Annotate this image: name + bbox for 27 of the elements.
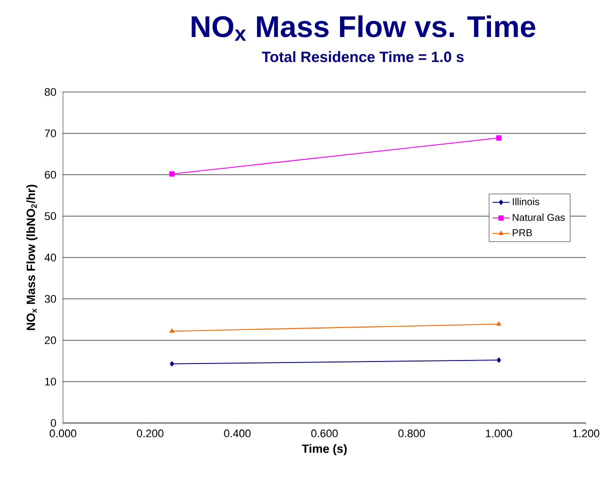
chart-title: NO$_{x}$ Mass Flow vs. Time	[192, 15, 536, 41]
y-tick-label: 40	[44, 254, 56, 262]
legend-label: Natural Gas	[512, 214, 565, 221]
x-tick-label: 0.200	[136, 430, 164, 438]
point	[169, 171, 175, 177]
x-tick-label: 0.800	[398, 430, 425, 438]
x-tick-label: 0.000	[50, 430, 76, 438]
point	[496, 357, 501, 363]
legend-label: PRB	[512, 229, 532, 236]
y-tick-label: 60	[44, 170, 56, 179]
y-tick-label: 20	[44, 336, 56, 344]
y-axis-title: NO$_{x}$ Mass Flow (lbNO$_{2}$/hr)	[26, 184, 38, 330]
y-tick-label: 50	[44, 212, 56, 220]
x-tick-label: 0.400	[224, 430, 251, 438]
x-axis-title: Time (s)	[302, 444, 347, 456]
y-tick-label: 70	[44, 130, 56, 138]
y-tick-label: 80	[44, 88, 56, 96]
x-tick-label: 0.600	[311, 430, 338, 438]
x-tick-label: 1.200	[573, 430, 600, 438]
chart-subtitle: Total Residence Time = 1.0 s	[262, 51, 464, 62]
y-tick-label: 30	[44, 295, 56, 303]
point	[170, 361, 174, 366]
y-tick-label: 0	[50, 419, 56, 427]
legend-label: Illinois	[512, 198, 540, 206]
x-tick-label: 1.000	[486, 430, 512, 438]
point	[496, 135, 502, 141]
y-tick-label: 10	[45, 378, 56, 386]
